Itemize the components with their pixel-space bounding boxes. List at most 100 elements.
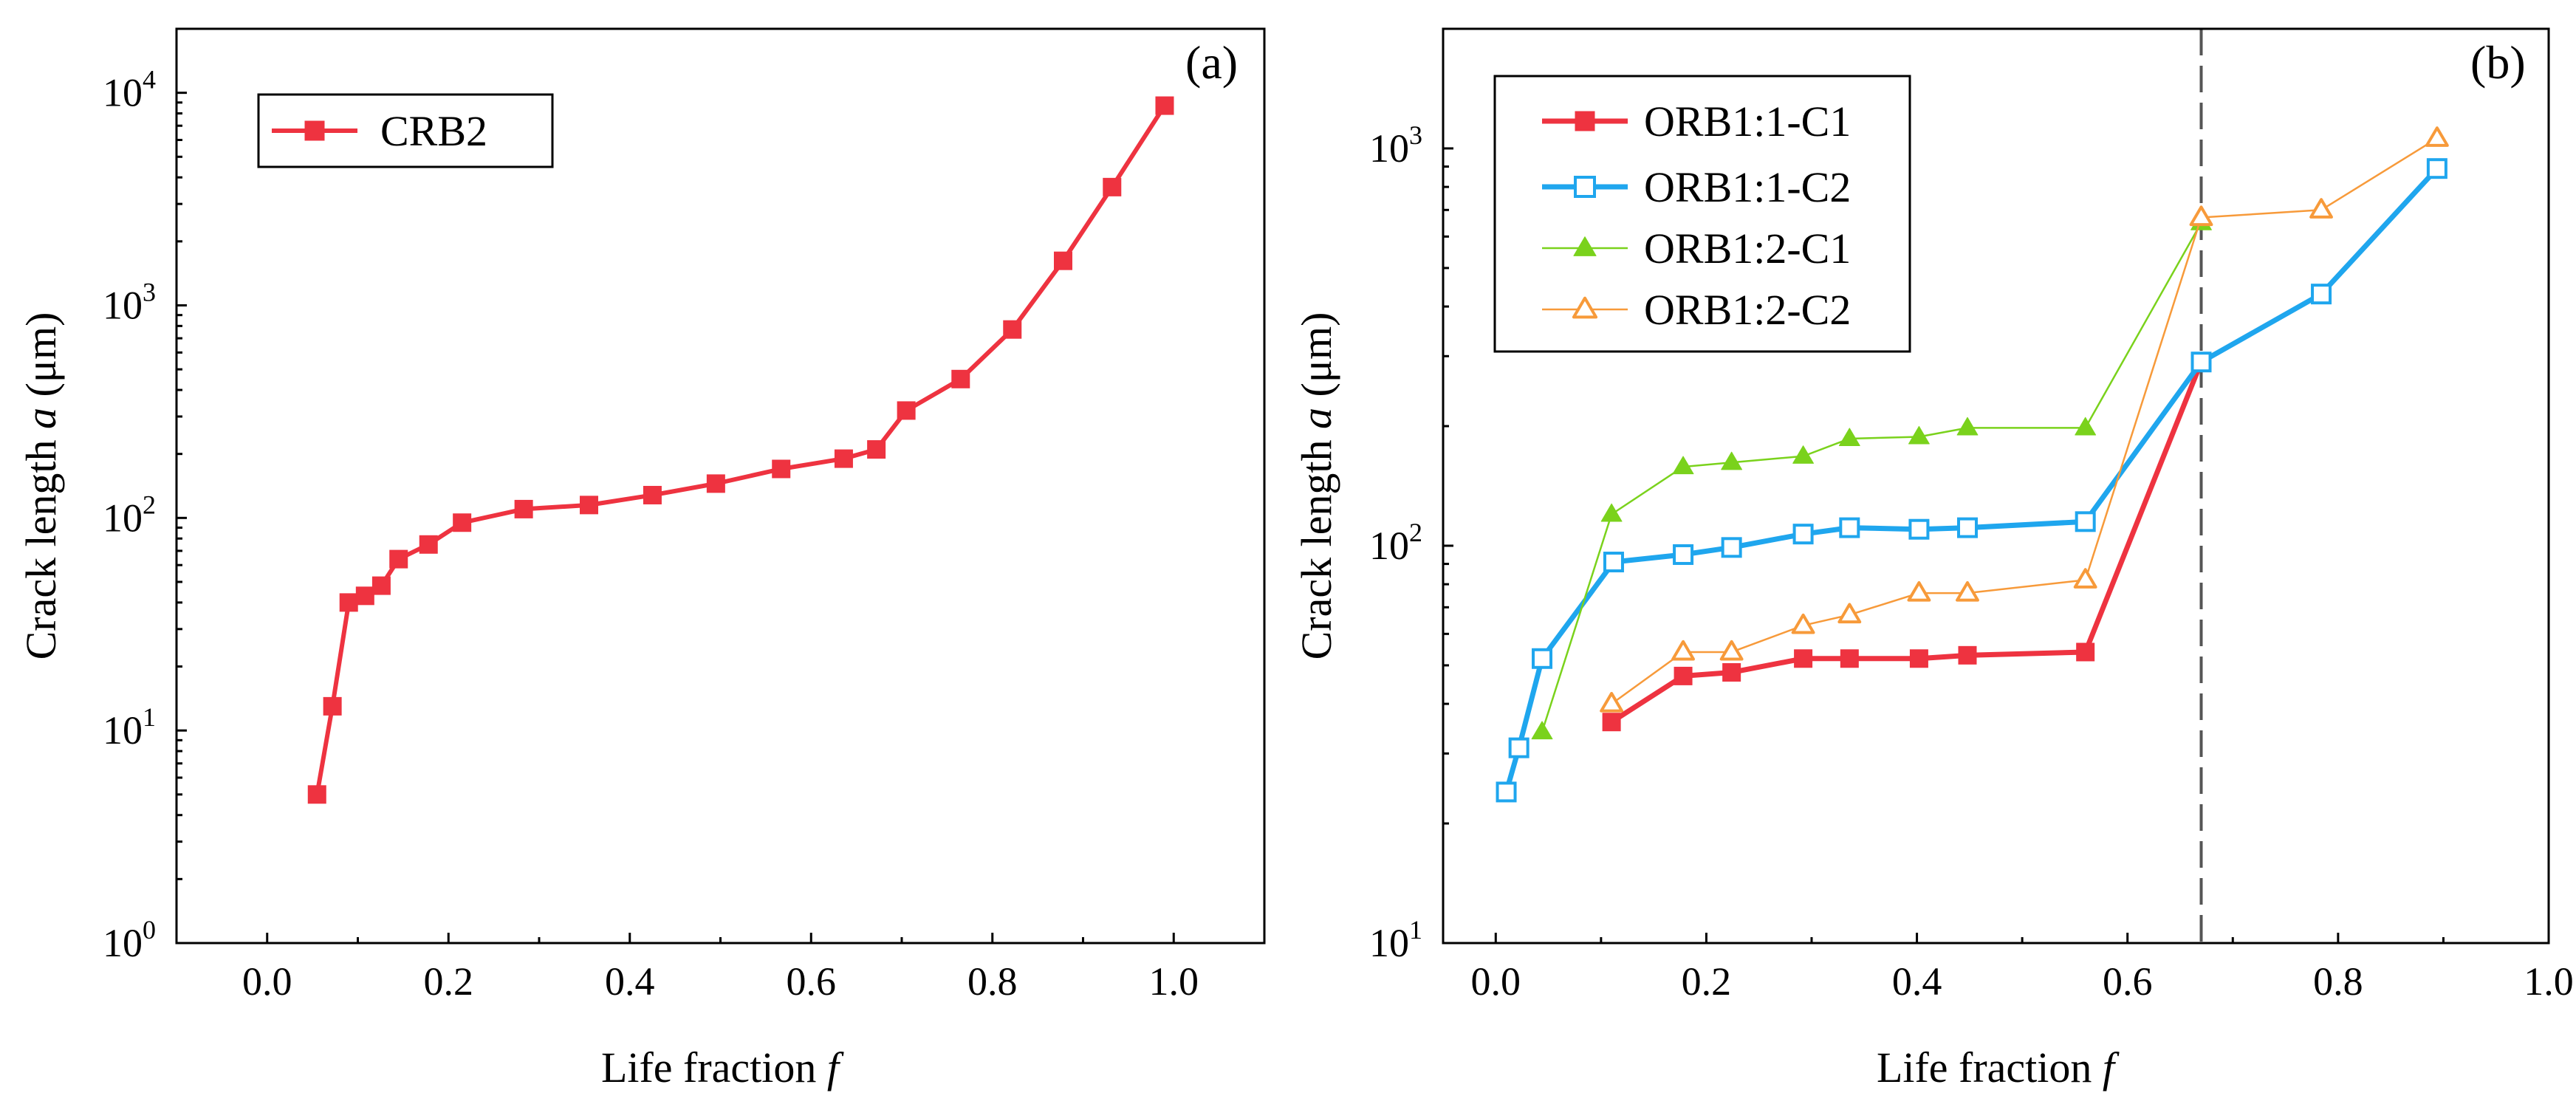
- panel-b-x-tick-label: 0.2: [1682, 959, 1732, 1004]
- panel-b-data-point: [2425, 126, 2449, 147]
- panel-b-data-point: [1958, 645, 1977, 665]
- panel-b: 0.0 0.2 0.4 0.6 0.8 1.0 101 102 103 (b) Life fr…: [1292, 27, 2574, 1091]
- panel-b-data-point: [1508, 737, 1530, 758]
- panel-b-legend-label-1: ORB1:1-C1: [1644, 97, 1851, 145]
- panel-a-data-point: [307, 785, 326, 804]
- panel-a-data-point: [867, 440, 886, 459]
- panel-b-data-point: [1532, 648, 1553, 669]
- panel-a-data-point: [323, 696, 342, 716]
- panel-b-series-line-1: [1610, 360, 2204, 724]
- panel-a-data-point: [951, 369, 970, 388]
- panel-b-data-point: [1600, 503, 1623, 522]
- panel-a-x-ticks: 0.0 0.2 0.4 0.6 0.8 1.0: [242, 933, 1199, 1004]
- panel-b-data-point: [2076, 642, 2095, 662]
- panel-b-legend-label-3: ORB1:2-C1: [1644, 225, 1851, 273]
- panel-b-data-point: [1837, 603, 1862, 624]
- panel-a-y-axis-label: Crack length a (μm): [17, 312, 65, 660]
- panel-a-data-point: [643, 485, 662, 504]
- panel-b-data-point: [1602, 713, 1621, 732]
- panel-a-data-point: [1003, 320, 1022, 339]
- panel-b-frame: [1442, 27, 2550, 945]
- panel-a-data-point: [1155, 96, 1174, 115]
- panel-a-data-point: [772, 459, 791, 479]
- panel-b-y-tick-label: 103: [1369, 120, 1422, 171]
- panel-b-data-point: [2311, 284, 2332, 305]
- panel-b-data-point: [1496, 781, 1517, 803]
- panel-b-data-point: [1957, 517, 1979, 538]
- panel-b-data-point: [1956, 417, 1979, 436]
- panel-b-data-point: [1719, 640, 1744, 661]
- panel-a-legend-label: CRB2: [380, 107, 487, 155]
- panel-a-data-point: [1103, 177, 1122, 196]
- panel-b-legend-sample-3: [1542, 236, 1628, 256]
- panel-b-data-point: [1792, 445, 1815, 464]
- panel-a-y-tick-label: 104: [103, 65, 156, 115]
- panel-b-data-point: [1791, 613, 1815, 634]
- panel-a-data-point: [389, 549, 408, 569]
- panel-a-plot-area: [307, 96, 1174, 804]
- panel-b-data-point: [2189, 205, 2213, 227]
- panel-a-data-point: [514, 499, 533, 518]
- panel-a-x-tick-label: 0.4: [605, 959, 655, 1004]
- panel-b-series-line-3: [1541, 222, 2202, 733]
- panel-b-legend: ORB1:1-C1 ORB1:1-C2 ORB1:2-C1 ORB1:2-C2: [1493, 75, 1911, 353]
- panel-b-data-point: [1672, 456, 1694, 475]
- panel-b-legend-sample-4: [1542, 296, 1628, 319]
- panel-b-data-point: [2075, 417, 2097, 436]
- panel-a-data-point: [339, 593, 358, 612]
- panel-b-x-ticks: 0.0 0.2 0.4 0.6 0.8 1.0: [1471, 933, 2574, 1004]
- panel-a-data-point: [355, 586, 374, 606]
- panel-b-data-point: [1722, 662, 1741, 682]
- panel-b-legend-marker: [1572, 296, 1598, 319]
- panel-b-plot-area: [1496, 29, 2449, 943]
- panel-b-y-tick-label: 102: [1369, 518, 1422, 568]
- panel-b-legend-sample-2: [1542, 176, 1628, 198]
- panel-a: 0.0 0.2 0.4 0.6 0.8 1.0 100 101 102 103 104 (a) L…: [17, 27, 1266, 1091]
- panel-a-x-tick-label: 0.8: [967, 959, 1018, 1004]
- panel-b-legend-marker: [1574, 176, 1596, 198]
- panel-a-legend: CRB2: [257, 93, 554, 168]
- panel-b-label: (b): [2470, 36, 2526, 89]
- panel-a-x-tick-label: 0.6: [787, 959, 837, 1004]
- panel-a-label: (a): [1185, 36, 1238, 89]
- panel-b-legend-label-2: ORB1:1-C2: [1644, 163, 1851, 211]
- panel-b-x-tick-label: 0.4: [1892, 959, 1942, 1004]
- panel-b-legend-label-4: ORB1:2-C2: [1644, 286, 1851, 334]
- panel-b-y-ticks: 101 102 103: [1369, 27, 1453, 965]
- panel-a-x-tick-label: 0.2: [424, 959, 474, 1004]
- panel-a-data-point: [419, 535, 438, 554]
- panel-a-y-tick-label: 102: [103, 490, 156, 540]
- panel-b-data-point: [2309, 198, 2333, 219]
- panel-b-x-tick-label: 1.0: [2524, 959, 2574, 1004]
- panel-b-data-point: [1721, 537, 1742, 558]
- panel-b-data-point: [1673, 544, 1694, 565]
- panel-b-data-point: [1840, 649, 1859, 668]
- panel-b-legend-marker: [1575, 111, 1595, 131]
- panel-b-data-point: [2190, 352, 2212, 373]
- panel-b-data-point: [1908, 518, 1930, 540]
- panel-b-data-point: [1956, 580, 1979, 602]
- panel-b-data-point: [1674, 666, 1693, 685]
- panel-a-data-point: [453, 513, 472, 532]
- panel-b-data-point: [1600, 691, 1624, 713]
- panel-b-x-tick-label: 0.6: [2103, 959, 2153, 1004]
- panel-a-legend-marker: [304, 120, 325, 141]
- panel-b-x-tick-label: 0.0: [1471, 959, 1521, 1004]
- panel-b-data-point: [1531, 721, 1553, 740]
- panel-a-x-tick-label: 0.0: [242, 959, 292, 1004]
- panel-a-data-point: [371, 576, 391, 595]
- panel-a-data-point: [834, 449, 853, 468]
- panel-b-data-point: [1839, 517, 1860, 538]
- panel-a-y-ticks: 100 101 102 103 104: [103, 27, 187, 965]
- panel-b-data-point: [1838, 428, 1860, 447]
- panel-b-data-point: [1907, 580, 1931, 602]
- panel-a-y-tick-label: 103: [103, 277, 156, 327]
- panel-b-data-point: [1792, 524, 1814, 545]
- panel-b-data-point: [1909, 649, 1928, 668]
- panel-b-data-point: [1721, 451, 1743, 470]
- panel-b-legend-marker: [1573, 236, 1597, 256]
- panel-a-y-tick-label: 100: [103, 915, 156, 965]
- panel-b-data-point: [1908, 425, 1930, 445]
- panel-b-data-point: [1671, 640, 1695, 661]
